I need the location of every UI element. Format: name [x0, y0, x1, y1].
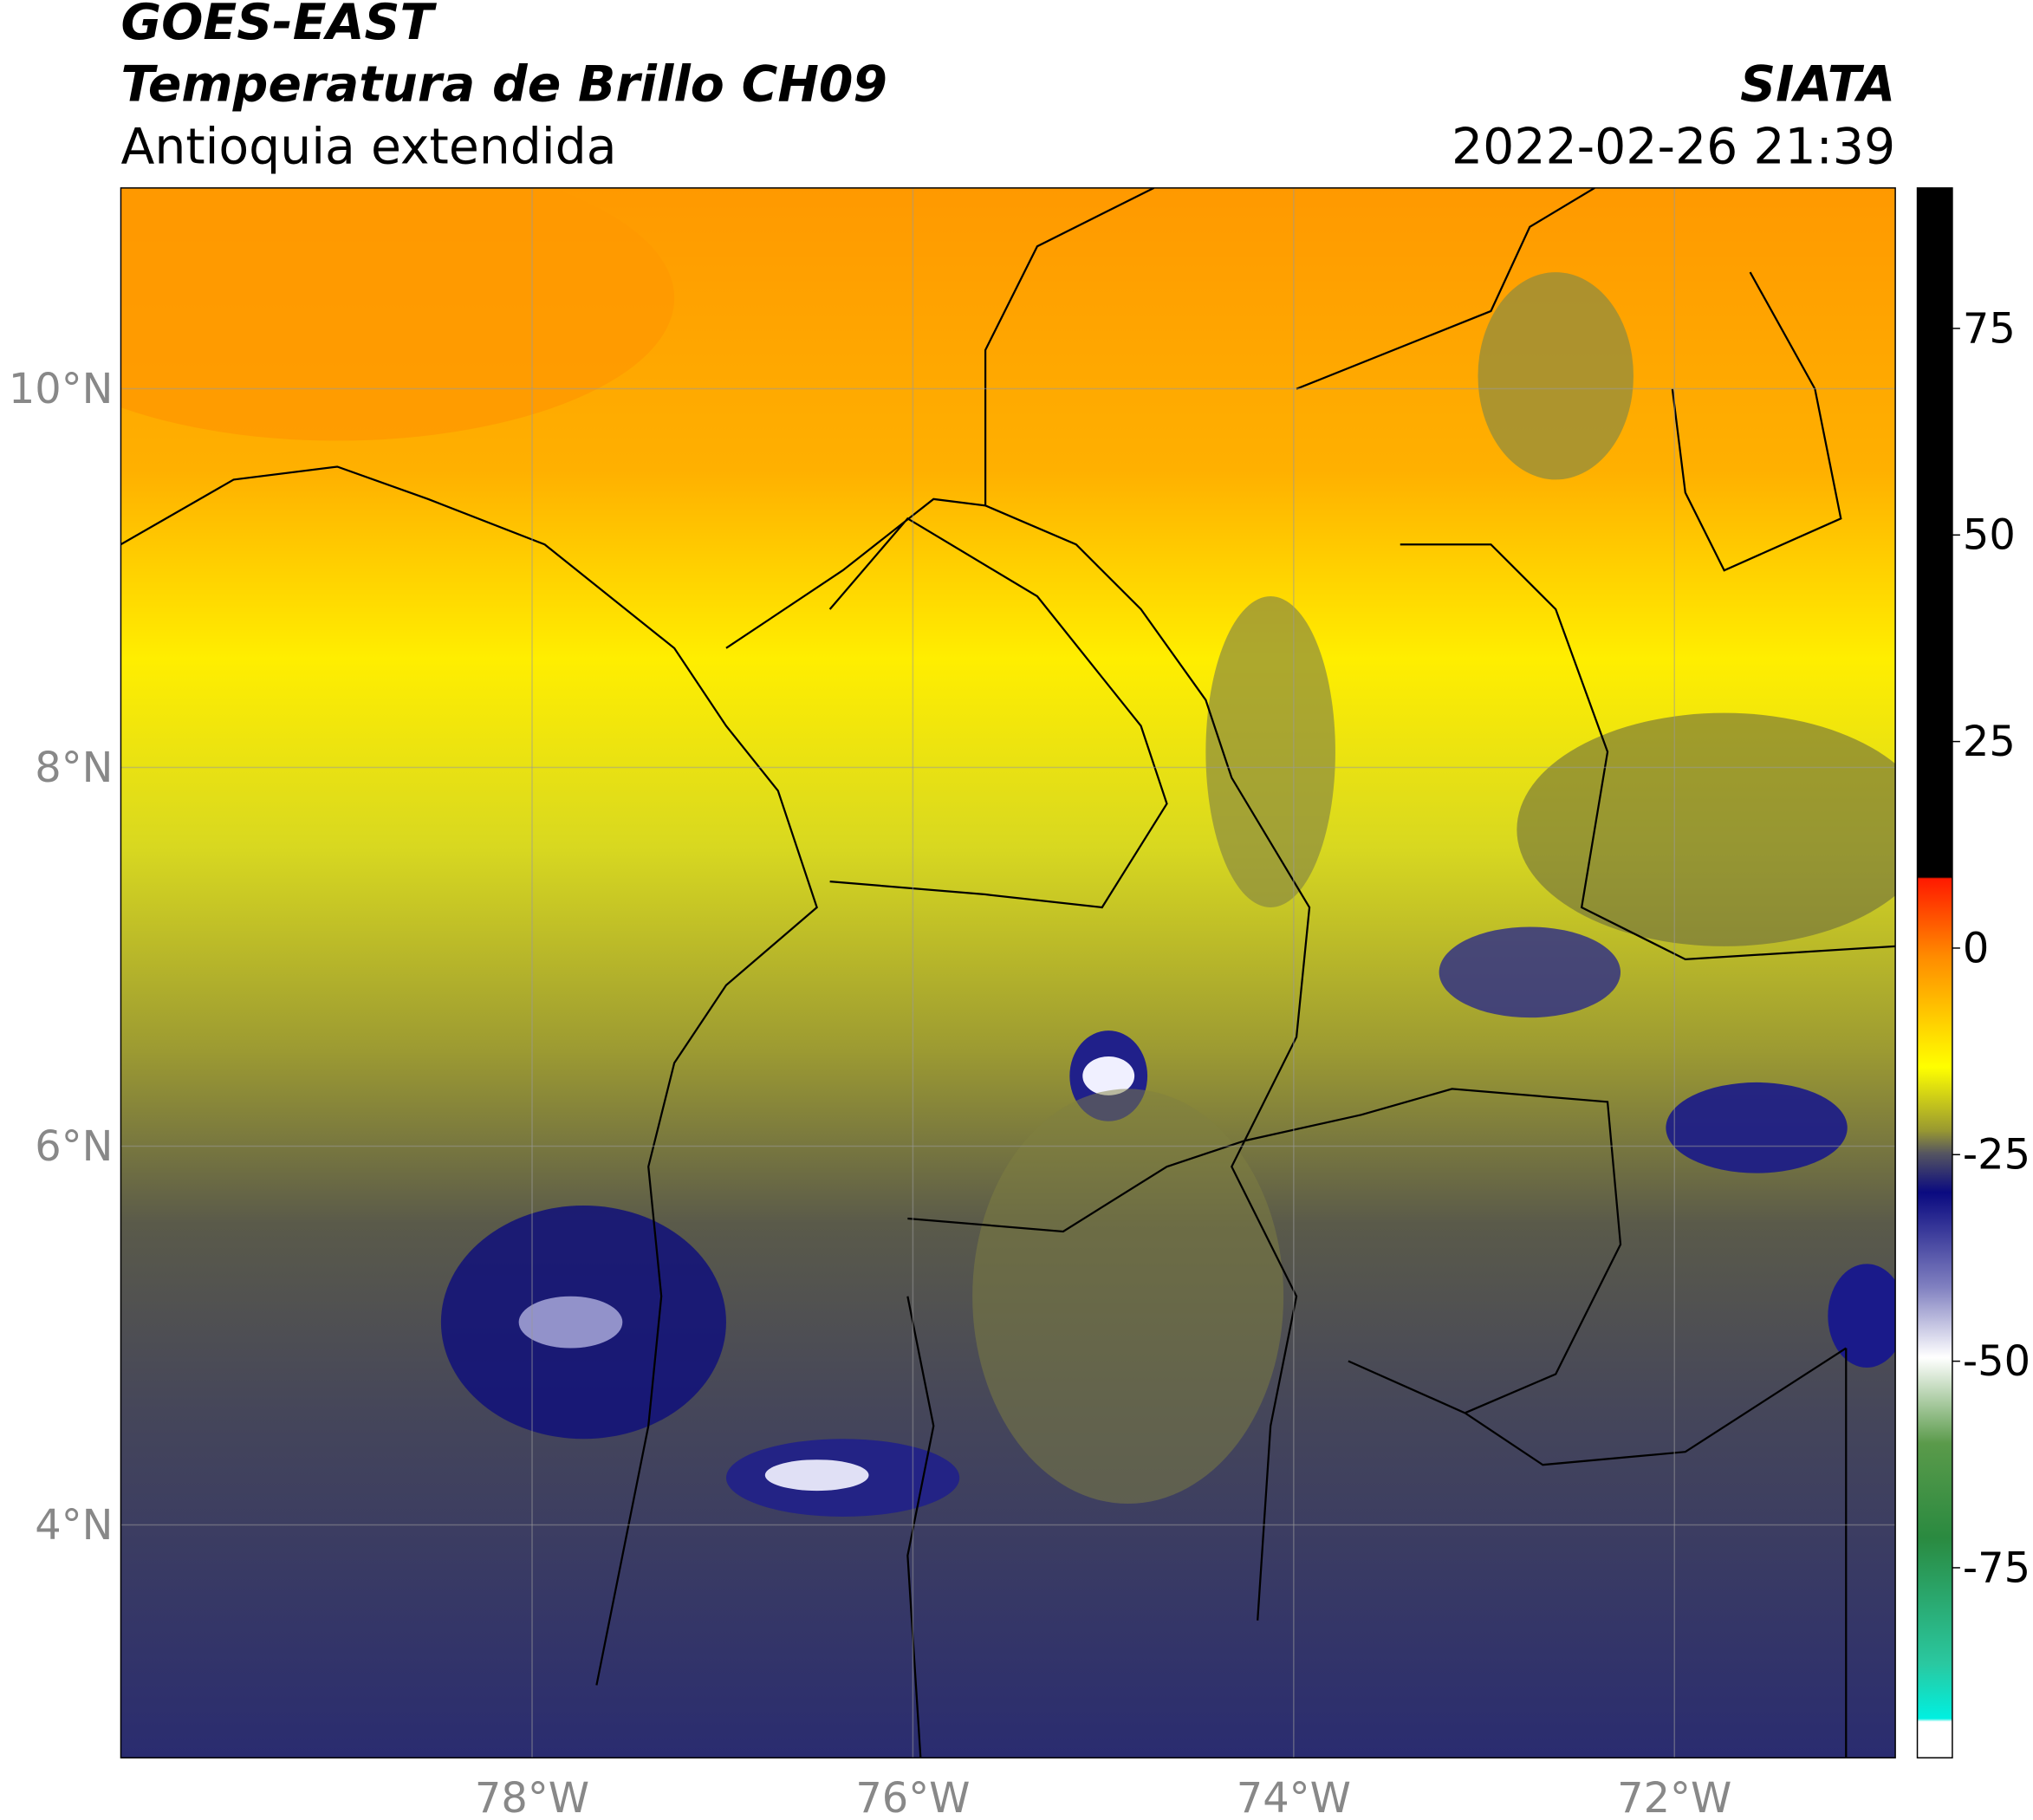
cloud [1439, 926, 1621, 1018]
colorbar [1916, 187, 1953, 1758]
map-frame [120, 187, 1896, 1758]
subtitle: Temperatura de Brillo CH09 [120, 56, 887, 114]
cloud [1082, 1056, 1135, 1095]
colorbar-tick-label: 50 [1963, 512, 2016, 560]
cloud [1205, 596, 1335, 908]
colorbar-tick-label: 75 [1963, 305, 2016, 353]
colorbar-tick-label: -50 [1963, 1338, 2030, 1386]
x-tick-label: 74°W [1237, 1775, 1351, 1820]
x-tick-label: 78°W [475, 1775, 589, 1820]
y-tick-label: 8°N [35, 744, 113, 792]
colorbar-tick-label: -25 [1963, 1132, 2030, 1180]
y-tick-label: 10°N [9, 366, 114, 413]
title: GOES-EAST [120, 0, 437, 51]
cloud [1517, 712, 1896, 946]
cloud [972, 1089, 1284, 1505]
map-image [120, 187, 1896, 1758]
region: Antioquia extendida [120, 118, 616, 175]
y-tick-label: 4°N [35, 1502, 113, 1550]
x-tick-label: 76°W [855, 1775, 970, 1820]
colorbar-tick-label: -75 [1963, 1544, 2030, 1592]
borders [120, 187, 1896, 1758]
agency: SIATA [1740, 56, 1895, 114]
cloud [764, 1459, 869, 1492]
grid [120, 187, 1896, 1758]
x-tick-label: 72°W [1617, 1775, 1731, 1820]
warm-area [120, 187, 675, 441]
cloud [1666, 1082, 1848, 1173]
y-tick-label: 6°N [35, 1123, 113, 1171]
colorbar-tick-label: 25 [1963, 718, 2016, 766]
cloud [518, 1296, 623, 1349]
cloud [1828, 1264, 1896, 1368]
colorbar-tick-label: 0 [1963, 925, 1989, 972]
datetime: 2022-02-26 21:39 [1452, 118, 1895, 175]
cloud [1478, 272, 1634, 480]
